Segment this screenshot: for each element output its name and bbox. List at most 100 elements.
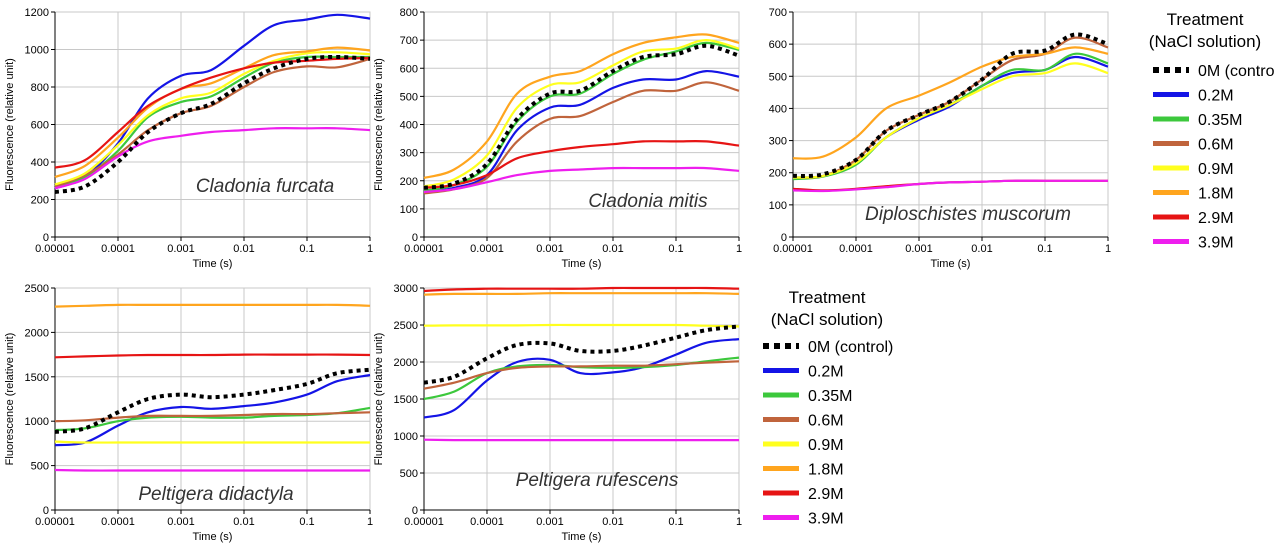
chart-panel: 0.00001 0.0001 0.001 0.01 0.1 1 0 200 400 600 800 1… xyxy=(4,7,373,270)
x-tick-label: 0.01 xyxy=(602,243,623,255)
series-line xyxy=(423,324,740,385)
y-tick-label: 400 xyxy=(400,120,418,132)
y-tick-label: 0 xyxy=(43,232,49,244)
series-line xyxy=(54,55,371,194)
y-tick-label: 400 xyxy=(31,157,49,169)
legend-bottom: Treatment (NaCl solution) 0M (control) 0.… xyxy=(763,288,893,528)
y-tick-label: 600 xyxy=(400,63,418,75)
y-tick-label: 1500 xyxy=(394,394,418,406)
legend-top: Treatment (NaCl solution) 0M (control) 0.… xyxy=(1149,10,1275,252)
x-tick-label: 0.0001 xyxy=(470,243,504,255)
legend-entry-label: 1.8M xyxy=(1198,186,1234,203)
series-line xyxy=(423,360,740,390)
x-tick-label: 0.0001 xyxy=(470,516,504,528)
x-tick-label: 0.001 xyxy=(536,243,564,255)
series-line xyxy=(792,179,1108,193)
series-line xyxy=(54,127,371,190)
x-tick-label: 0.01 xyxy=(602,516,623,528)
legend-title-line2: (NaCl solution) xyxy=(771,310,883,329)
chart-title: Cladonia mitis xyxy=(588,191,708,212)
y-tick-label: 200 xyxy=(31,195,49,207)
x-tick-label: 0.1 xyxy=(299,516,314,528)
series-line xyxy=(423,39,740,188)
x-tick-label: 0.0001 xyxy=(101,516,135,528)
x-axis-label: Time (s) xyxy=(193,258,233,270)
legend-entry-label: 0M (control) xyxy=(808,339,893,356)
y-tick-label: 500 xyxy=(31,461,49,473)
x-tick-label: 0.01 xyxy=(233,516,254,528)
x-tick-label: 0.001 xyxy=(167,516,195,528)
chart-panels: 0.00001 0.0001 0.001 0.01 0.1 1 0 200 400 600 800 1… xyxy=(4,7,1111,543)
y-tick-label: 1000 xyxy=(25,45,49,57)
series-line xyxy=(423,323,740,328)
chart-panel: 0.00001 0.0001 0.001 0.01 0.1 1 0 500 1000 1500 20… xyxy=(373,283,742,543)
series-line xyxy=(792,46,1109,160)
series-line xyxy=(792,55,1109,179)
x-tick-label: 1 xyxy=(1105,243,1111,255)
legend-title-line1: Treatment xyxy=(789,288,866,307)
series-line xyxy=(54,46,371,179)
legend-entry-label: 0.2M xyxy=(1198,88,1234,105)
x-tick-label: 1 xyxy=(736,243,742,255)
series-line xyxy=(792,32,1109,179)
series-line xyxy=(54,440,370,444)
x-axis-label: Time (s) xyxy=(562,258,602,270)
series-line xyxy=(54,56,371,169)
y-axis-label: Fluorescence (relative unit) xyxy=(373,58,385,191)
y-tick-label: 2000 xyxy=(394,357,418,369)
y-tick-label: 1500 xyxy=(25,372,49,384)
legend-entry-label: 3.9M xyxy=(808,511,844,528)
x-tick-label: 0.00001 xyxy=(35,516,75,528)
y-tick-label: 500 xyxy=(400,91,418,103)
y-tick-label: 600 xyxy=(31,120,49,132)
x-tick-label: 1 xyxy=(367,516,373,528)
series-line xyxy=(792,62,1109,179)
chart-panel: 0.00001 0.0001 0.001 0.01 0.1 1 0 100 200 300 400 5… xyxy=(373,7,742,270)
y-tick-label: 700 xyxy=(769,7,787,19)
y-tick-label: 2500 xyxy=(394,320,418,332)
x-tick-label: 0.1 xyxy=(668,516,683,528)
chart-panel: 0.00001 0.0001 0.001 0.01 0.1 1 0 500 1000 1500 20… xyxy=(4,283,373,543)
series-line xyxy=(423,43,740,190)
y-tick-label: 200 xyxy=(400,176,418,188)
series-line xyxy=(423,41,740,192)
series-line xyxy=(792,52,1109,181)
y-tick-label: 100 xyxy=(400,204,418,216)
legend-title-line2: (NaCl solution) xyxy=(1149,32,1261,51)
x-axis-label: Time (s) xyxy=(562,531,602,543)
x-tick-label: 0.00001 xyxy=(404,516,444,528)
series-line xyxy=(423,338,740,419)
series-line xyxy=(54,411,371,423)
series-line xyxy=(54,57,371,188)
y-tick-label: 0 xyxy=(412,505,418,517)
y-tick-label: 1200 xyxy=(25,7,49,19)
y-tick-label: 3000 xyxy=(394,283,418,295)
plot-frame xyxy=(54,287,371,511)
x-tick-label: 1 xyxy=(736,516,742,528)
x-tick-label: 0.1 xyxy=(299,243,314,255)
legend-title-line1: Treatment xyxy=(1167,10,1244,29)
x-tick-label: 1 xyxy=(367,243,373,255)
x-tick-label: 0.01 xyxy=(971,243,992,255)
legend-entry-label: 3.9M xyxy=(1198,235,1234,252)
legend-entry-label: 1.8M xyxy=(808,462,844,479)
x-tick-label: 0.0001 xyxy=(839,243,873,255)
y-tick-label: 0 xyxy=(43,505,49,517)
y-tick-label: 2000 xyxy=(25,327,49,339)
y-tick-label: 0 xyxy=(781,232,787,244)
y-axis-label: Fluorescence (relative unit) xyxy=(373,333,385,466)
legend-entry-label: 0.9M xyxy=(808,437,844,454)
legend-entry-label: 0M (control) xyxy=(1198,63,1275,80)
y-tick-label: 500 xyxy=(400,468,418,480)
series-line xyxy=(792,36,1109,179)
chart-title: Cladonia furcata xyxy=(196,176,334,197)
x-tick-label: 0.001 xyxy=(905,243,933,255)
x-tick-label: 0.1 xyxy=(668,243,683,255)
legend-entry-label: 0.35M xyxy=(1198,112,1242,129)
legend-entry-label: 2.9M xyxy=(808,486,844,503)
y-tick-label: 0 xyxy=(412,232,418,244)
y-tick-label: 800 xyxy=(400,7,418,19)
series-line xyxy=(54,303,371,308)
chart-panel: 0.00001 0.0001 0.001 0.01 0.1 1 0 100 200 300 400 5… xyxy=(769,7,1111,270)
x-tick-label: 0.00001 xyxy=(404,243,444,255)
